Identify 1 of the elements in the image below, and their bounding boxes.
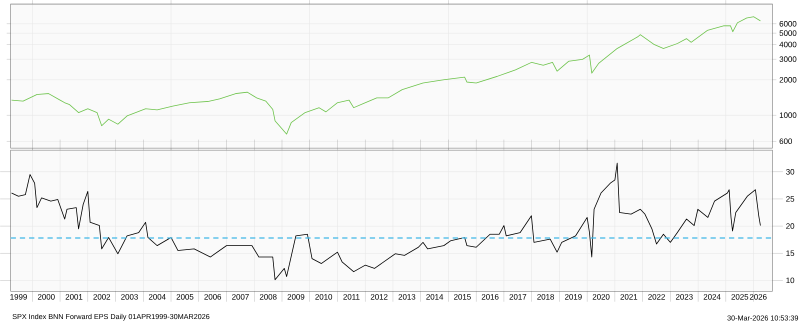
line-series	[11, 16, 761, 135]
